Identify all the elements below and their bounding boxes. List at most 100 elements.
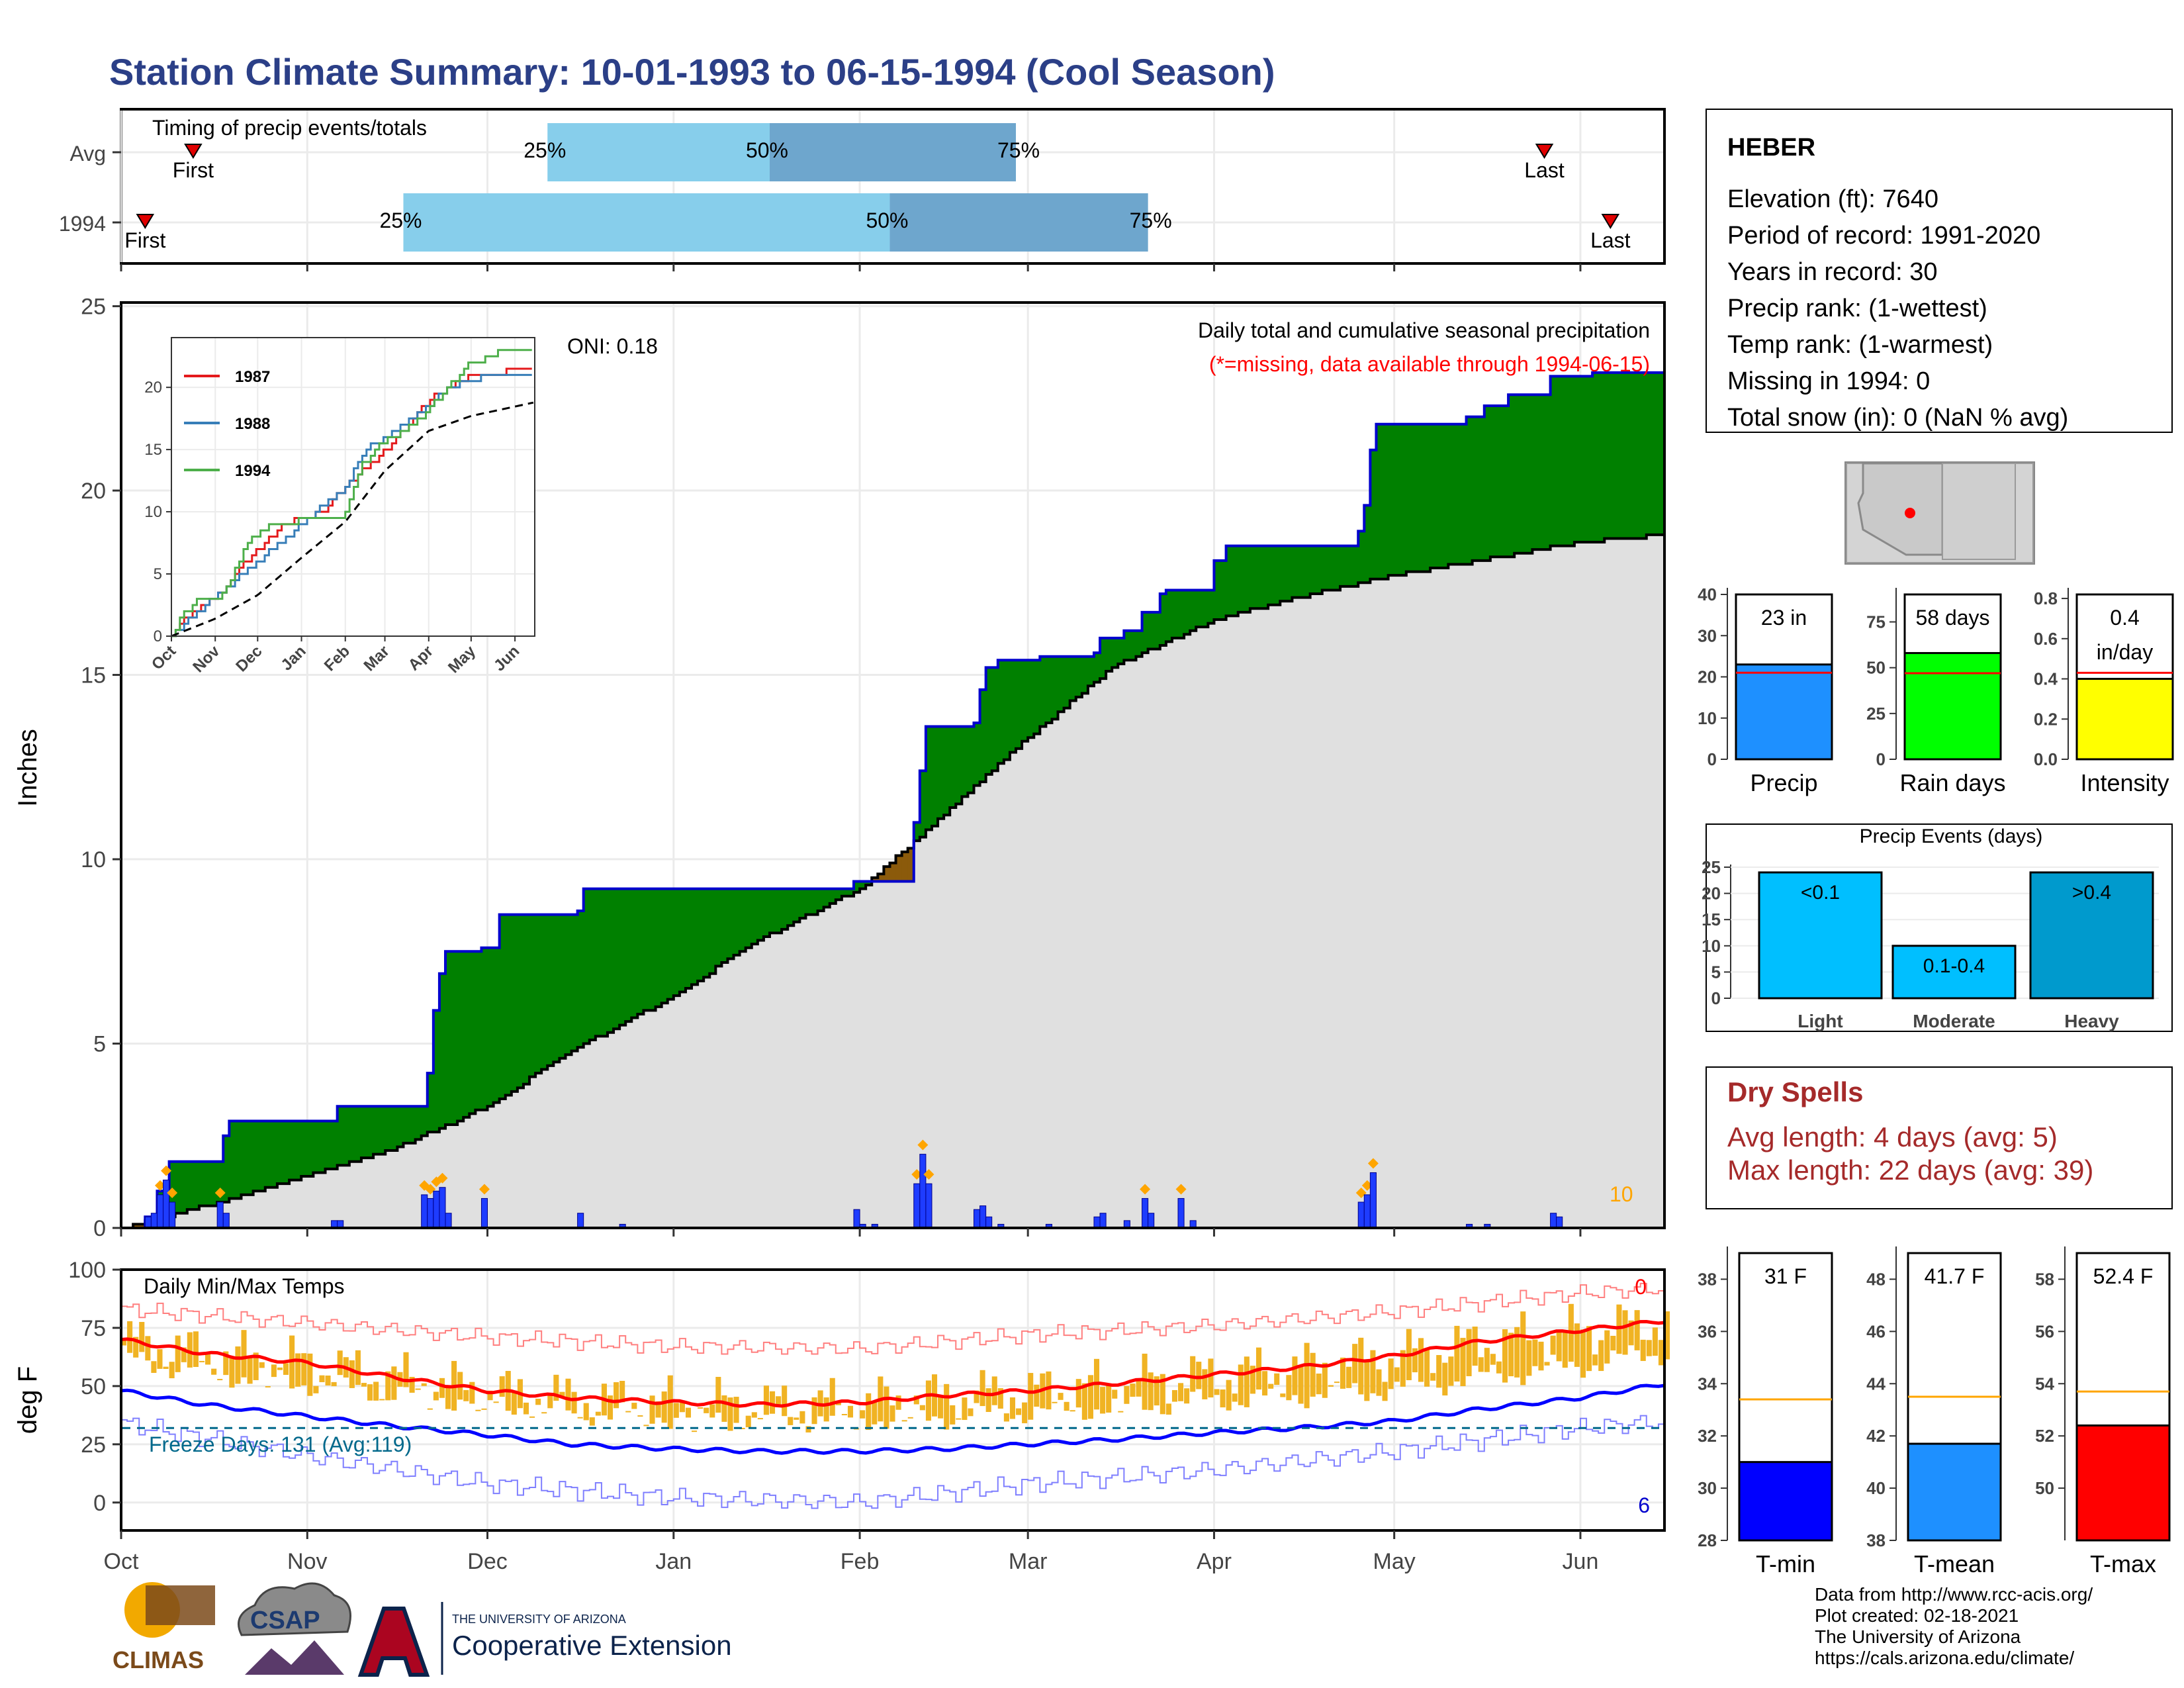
daily-precip-bar — [222, 1213, 230, 1229]
temp-stat-0-tick-label: 28 — [1698, 1530, 1717, 1550]
temp-stat-2-tick-label: 50 — [2035, 1478, 2054, 1498]
temp-stat-1-tick-label: 44 — [1866, 1374, 1886, 1393]
daily-temp-bar — [757, 1418, 763, 1420]
daily-temp-bar — [1118, 1411, 1124, 1413]
daily-temp-bar — [655, 1401, 661, 1418]
daily-temp-bar — [529, 1416, 535, 1418]
precip-above-normal-fill — [373, 1106, 380, 1154]
daily-temp-bar — [121, 1339, 127, 1346]
precip-above-normal-fill — [962, 726, 969, 797]
station-period: Period of record: 1991-2020 — [1727, 222, 2040, 250]
events-category-label: Heavy — [2064, 1011, 2119, 1031]
precip-above-normal-fill — [1280, 545, 1287, 602]
precip-stat-0-tick-label: 0 — [1707, 749, 1717, 769]
daily-temp-bar — [835, 1401, 841, 1405]
daily-temp-bar — [1064, 1401, 1069, 1411]
precip-above-normal-fill — [1460, 424, 1467, 565]
csap-logo: CSAP — [238, 1582, 351, 1675]
daily-temp-bar — [895, 1395, 901, 1410]
daily-temp-bar — [133, 1336, 139, 1358]
daily-temp-bar — [433, 1391, 439, 1401]
temp-stat-1-tick-label: 40 — [1866, 1478, 1886, 1498]
daily-temp-bar — [782, 1385, 788, 1417]
precip-above-normal-fill — [1196, 590, 1203, 628]
precip-above-normal-fill — [1376, 424, 1383, 579]
events-tick-label: 25 — [1702, 857, 1721, 877]
precip-above-normal-fill — [847, 888, 854, 896]
daily-precip-bar — [1177, 1197, 1185, 1229]
daily-temp-bar — [1562, 1330, 1568, 1368]
precip-above-normal-fill — [607, 888, 614, 1033]
timing-panel: 25% 50% 75% First Last 25% 50% 75% First Last Tim… — [59, 108, 1666, 265]
precip-above-normal-fill — [1424, 424, 1431, 572]
daily-temp-bar — [1424, 1348, 1430, 1387]
daily-temp-bar — [187, 1332, 193, 1368]
precip-above-normal-fill — [445, 951, 452, 1125]
precip-above-normal-fill — [1544, 395, 1551, 550]
daily-temp-bar — [607, 1395, 614, 1420]
precip-above-normal-fill — [253, 1121, 260, 1192]
precip-above-normal-fill — [1442, 424, 1449, 569]
daily-temp-bar — [709, 1404, 715, 1418]
precip-above-normal-fill — [505, 914, 512, 1096]
daily-temp-bar — [727, 1397, 733, 1431]
precip-above-normal-fill — [403, 1106, 410, 1143]
credits: Data from http://www.rcc-acis.org/ Plot … — [1815, 1584, 2093, 1668]
events-tick-label: 10 — [1702, 936, 1721, 956]
temp-stat-2-tick-label: 58 — [2035, 1269, 2054, 1289]
precip-stat-2-tick-label: 0.6 — [2034, 629, 2058, 649]
inset-y-tick-label: 10 — [144, 503, 162, 521]
daily-temp-bar — [1022, 1402, 1028, 1424]
precip-above-normal-fill — [415, 1106, 422, 1140]
precip-above-normal-fill — [1448, 424, 1455, 565]
temp-stat-0-tick-label: 36 — [1698, 1321, 1717, 1341]
precip-stat-1-tick-label: 25 — [1866, 704, 1886, 724]
daily-temp-bar — [968, 1408, 974, 1417]
daily-temp-bar — [499, 1376, 505, 1397]
daily-temp-bar — [1058, 1393, 1064, 1400]
heavy-precip-marker — [161, 1165, 172, 1176]
temp-corner-bottom: 6 — [1638, 1493, 1650, 1517]
precip-above-normal-fill — [1634, 372, 1641, 539]
daily-temp-bar — [247, 1356, 253, 1384]
daily-precip-bar — [577, 1213, 584, 1229]
temp-stat-1-value-label: 41.7 F — [1925, 1264, 1985, 1288]
precip-above-normal-fill — [1232, 545, 1239, 616]
timing-q75-label: 75% — [1130, 209, 1172, 232]
station-name: HEBER — [1727, 134, 1815, 162]
daily-temp-bar — [1490, 1354, 1496, 1365]
precip-above-normal-fill — [1502, 405, 1509, 557]
daily-temp-bar — [1124, 1385, 1130, 1404]
daily-temp-bar — [1658, 1340, 1664, 1366]
precip-above-normal-fill — [1046, 656, 1053, 723]
events-tick-label: 0 — [1711, 988, 1721, 1008]
precip-above-normal-fill — [1436, 424, 1443, 569]
daily-precip-bar — [1148, 1213, 1155, 1229]
daily-temp-bar — [331, 1382, 337, 1387]
precip-below-normal-fill — [907, 848, 915, 882]
daily-temp-bar — [661, 1391, 667, 1423]
precip-stat-0-bar — [1735, 663, 1833, 761]
daily-temp-bar — [445, 1386, 451, 1409]
daily-precip-bar — [1550, 1213, 1557, 1229]
daily-temp-bar — [979, 1370, 985, 1407]
daily-temp-bar — [1081, 1383, 1087, 1420]
daily-temp-bar — [1484, 1348, 1490, 1372]
precip-above-normal-fill — [1304, 545, 1311, 598]
precip-below-normal-fill — [139, 1224, 146, 1228]
temp-stat-0-value-label: 31 F — [1764, 1264, 1807, 1288]
daily-temp-bar — [794, 1417, 799, 1420]
precip-year-line — [121, 371, 1666, 1229]
logos: CLIMAS CSAP THE UNIVERSITY OF ARIZONA Co… — [113, 1582, 732, 1677]
precip-above-normal-fill — [913, 822, 921, 841]
precip-above-normal-fill — [1286, 545, 1293, 602]
heavy-precip-marker — [917, 1139, 929, 1150]
ua-big-text: Cooperative Extension — [452, 1630, 732, 1661]
precip-above-normal-fill — [205, 1161, 212, 1206]
temp-stat-1-tick-label: 38 — [1866, 1530, 1886, 1550]
csap-wordmark: CSAP — [250, 1607, 320, 1634]
temp-stat-0-tick-label: 38 — [1698, 1269, 1717, 1289]
precip-above-normal-fill — [493, 947, 500, 1103]
precip-below-normal-fill — [895, 855, 903, 882]
precip-above-normal-fill — [349, 1106, 356, 1162]
